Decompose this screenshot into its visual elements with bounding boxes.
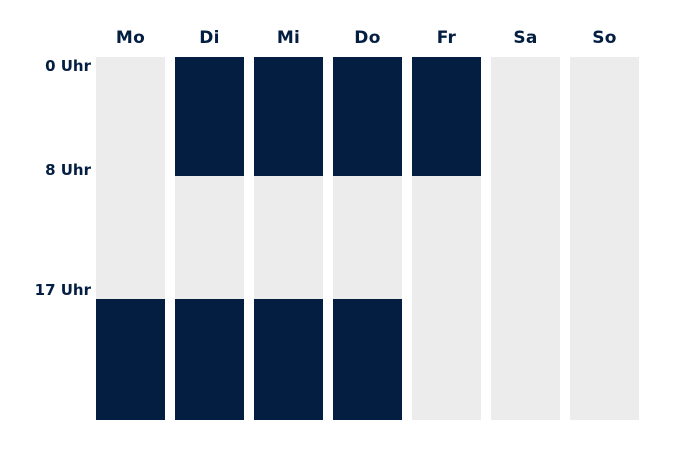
block-so-0-8uhr-inactive <box>570 57 639 176</box>
day-column-do <box>333 57 402 420</box>
day-header-mi: Mi <box>276 28 301 48</box>
block-so-17-24uhr-inactive <box>570 299 639 420</box>
day-column-mo <box>96 57 165 420</box>
day-column-sa <box>491 57 560 420</box>
block-mo-17-24uhr-active <box>96 299 165 420</box>
time-label-17-uhr: 17 Uhr <box>34 281 91 299</box>
block-do-8-17uhr-inactive <box>333 176 402 299</box>
block-mo-8-17uhr-inactive <box>96 176 165 299</box>
block-sa-0-8uhr-inactive <box>491 57 560 176</box>
day-header-so: So <box>592 28 617 48</box>
block-sa-8-17uhr-inactive <box>491 176 560 299</box>
day-column-so <box>570 57 639 420</box>
day-header-do: Do <box>354 28 381 48</box>
block-di-0-8uhr-active <box>175 57 244 176</box>
block-mi-0-8uhr-active <box>254 57 323 176</box>
block-fr-8-17uhr-inactive <box>412 176 481 299</box>
day-header-fr: Fr <box>436 28 457 48</box>
day-header-sa: Sa <box>513 28 538 48</box>
block-do-17-24uhr-active <box>333 299 402 420</box>
block-mo-0-8uhr-inactive <box>96 57 165 176</box>
block-fr-0-8uhr-active <box>412 57 481 176</box>
block-mi-8-17uhr-inactive <box>254 176 323 299</box>
block-so-8-17uhr-inactive <box>570 176 639 299</box>
day-column-mi <box>254 57 323 420</box>
time-label-0-uhr: 0 Uhr <box>45 57 91 75</box>
block-di-8-17uhr-inactive <box>175 176 244 299</box>
day-header-di: Di <box>199 28 220 48</box>
block-mi-17-24uhr-active <box>254 299 323 420</box>
block-di-17-24uhr-active <box>175 299 244 420</box>
block-do-0-8uhr-active <box>333 57 402 176</box>
day-header-mo: Mo <box>115 28 146 48</box>
day-column-fr <box>412 57 481 420</box>
day-column-di <box>175 57 244 420</box>
block-sa-17-24uhr-inactive <box>491 299 560 420</box>
time-label-8-uhr: 8 Uhr <box>45 161 91 179</box>
block-fr-17-24uhr-inactive <box>412 299 481 420</box>
